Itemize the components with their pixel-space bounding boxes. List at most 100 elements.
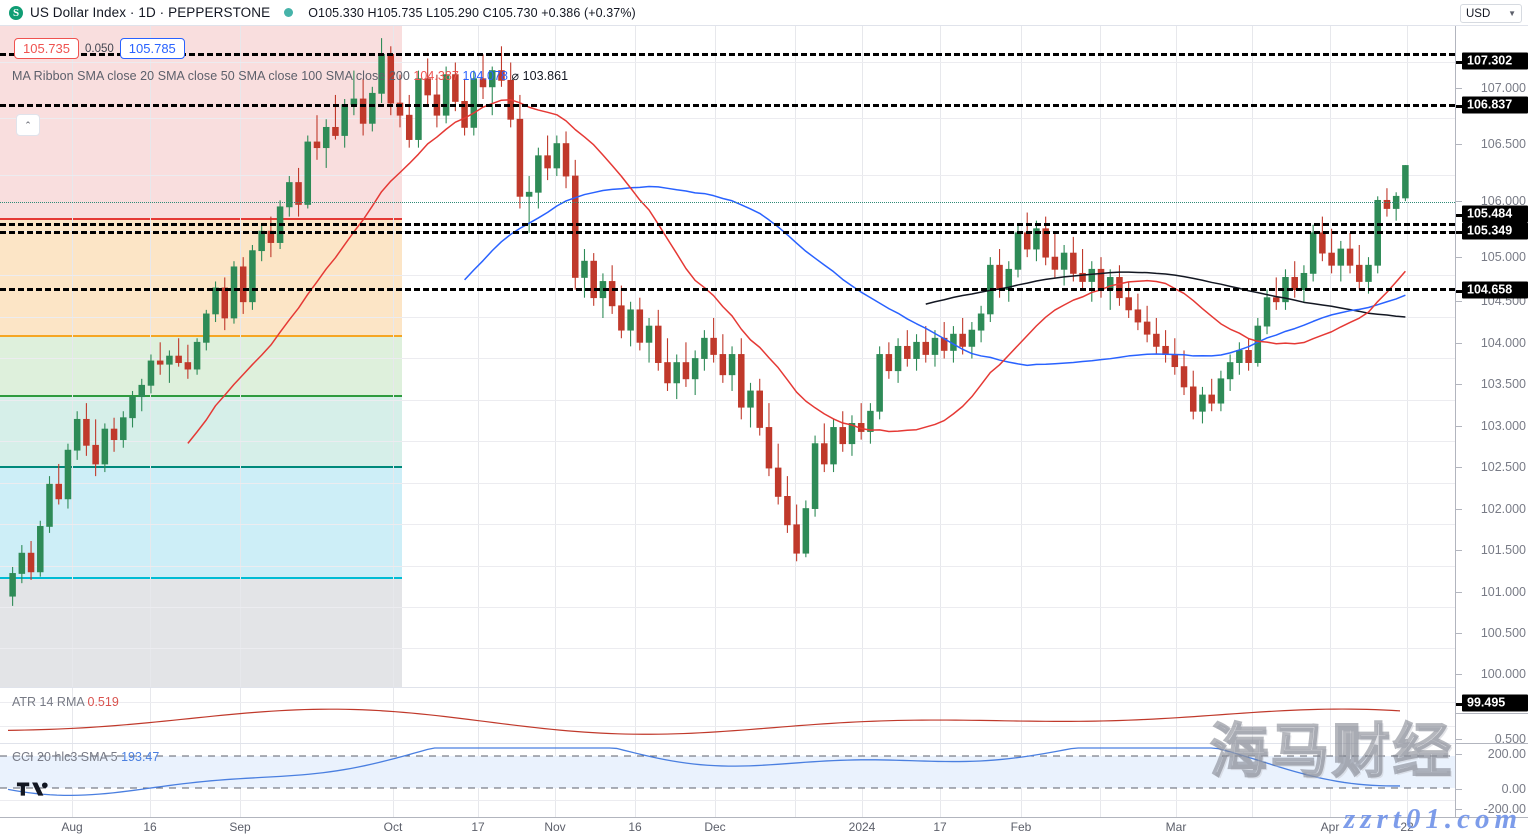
cci-legend[interactable]: CCI 20 hlc3 SMA 5 193.47 [12,750,159,764]
collapse-pane-button[interactable]: ⌃ [16,114,40,136]
symbol-title[interactable]: US Dollar Index · 1D · PEPPERSTONE [30,5,271,20]
line-green[interactable] [0,395,402,397]
time-label: Aug [61,820,83,834]
line-red[interactable] [0,218,402,220]
gridline-h [0,358,1455,359]
currency-value: USD [1466,7,1491,20]
currency-selector[interactable]: USD ▼ [1460,4,1522,23]
ohlc-readout: O105.330 H105.735 L105.290 C105.730 +0.3… [308,5,636,20]
price-label: 0.500 [1494,732,1526,746]
price-label: 104.000 [1480,336,1526,350]
market-open-dot [284,8,294,17]
atr-value: 0.519 [87,695,119,709]
price-tick [1456,201,1462,202]
price-tick [1456,739,1462,740]
support-resistance-line[interactable] [0,53,1455,56]
cci-line-series [0,747,1455,797]
support-resistance-line[interactable] [0,288,1455,291]
price-tick [1456,301,1462,302]
price-label-highlight[interactable]: 99.495 [1462,694,1528,712]
time-label: Dec [704,820,726,834]
cci-pane[interactable]: CCI 20 hlc3 SMA 5 193.47 [0,743,1455,817]
chart-area[interactable]: 105.735 0.050 105.785 MA Ribbon SMA clos… [0,26,1528,834]
candlestick-series [9,38,1409,606]
price-label: 200.00 [1487,747,1526,761]
gridline-h [0,566,1455,567]
price-label-highlight[interactable]: 105.349 [1462,222,1528,240]
line-teal[interactable] [0,466,402,468]
time-label: Mar [1165,820,1187,834]
time-axis[interactable]: Aug 16 Sep Oct 17 Nov 16 Dec 2024 17 Feb Mar Apr 22 [0,817,1528,834]
price-tick [1456,426,1462,427]
time-label: 16 [628,820,642,834]
gridline-h [0,524,1455,525]
support-resistance-line[interactable] [0,231,1455,234]
price-tick [1456,703,1465,706]
time-label: 16 [143,820,157,834]
gridline-h [0,607,1455,608]
tradingview-logo-icon[interactable] [16,779,50,801]
time-label: 22 [1400,820,1414,834]
price-label-highlight[interactable]: 104.658 [1462,281,1528,299]
atr-legend[interactable]: ATR 14 RMA 0.519 [12,695,119,709]
gridline-v [1252,688,1253,743]
support-resistance-line[interactable] [0,223,1455,226]
gridline-v [940,26,941,687]
support-resistance-line[interactable] [0,104,1455,107]
gridline-v [72,688,73,743]
price-tick [1456,105,1465,108]
gridline-h [0,275,1455,276]
price-scale[interactable]: 107.000 106.500 106.000 105.000 104.500 104.0… [1455,26,1528,817]
cci-label: CCI 20 hlc3 SMA 5 [12,750,118,764]
price-tick [1456,509,1462,510]
price-label-highlight[interactable]: 105.484 [1462,205,1528,223]
gridline-v [635,688,636,743]
zone-green [0,336,402,396]
dotted-level-line[interactable] [0,202,1455,203]
gridline-v [635,26,636,687]
line-orange[interactable] [0,335,402,337]
atr-pane[interactable]: ATR 14 RMA 0.519 [0,687,1455,743]
price-label: 103.500 [1480,377,1526,391]
price-tick [1456,809,1462,810]
gridline-v [1330,26,1331,687]
price-tick [1456,384,1462,385]
time-label: Oct [383,820,403,834]
gridline-v [862,688,863,743]
gridline-v [1021,688,1022,743]
gridline-h [0,118,1455,119]
gridline-v [795,26,796,687]
price-tick [1456,754,1462,755]
time-label: Nov [544,820,566,834]
gridline-v [240,688,241,743]
price-label: 0.00 [1501,782,1526,796]
price-label-highlight[interactable]: 107.302 [1462,52,1528,70]
gridline-v [715,26,716,687]
gridline-v [1330,688,1331,743]
ask-price-box[interactable]: 105.785 [119,38,185,59]
gridline-v [1252,26,1253,687]
gridline-v [940,688,941,743]
time-label: 2024 [848,820,876,834]
line-cyan[interactable] [0,577,402,579]
price-label: 106.000 [1480,194,1526,208]
price-label: 102.500 [1480,460,1526,474]
ma-ribbon-legend[interactable]: MA Ribbon SMA close 20 SMA close 50 SMA … [12,68,568,83]
gridline-v [240,26,241,687]
gridline-v [795,688,796,743]
chevron-down-icon: ▼ [1508,9,1516,18]
scale-divider [1456,713,1528,714]
price-label-highlight[interactable]: 106.837 [1462,96,1528,114]
time-label: 17 [471,820,485,834]
gridline-h [0,317,1455,318]
price-tick [1456,231,1465,234]
price-tick [1456,592,1462,593]
price-tick [1456,633,1462,634]
time-label: Apr [1320,820,1340,834]
main-price-pane[interactable]: 105.735 0.050 105.785 MA Ribbon SMA clos… [0,26,1455,687]
bid-price-box[interactable]: 105.735 [14,38,79,59]
chart-header: S US Dollar Index · 1D · PEPPERSTONE O10… [0,0,1528,26]
zone-gray [0,579,402,687]
gridline-v [72,26,73,687]
